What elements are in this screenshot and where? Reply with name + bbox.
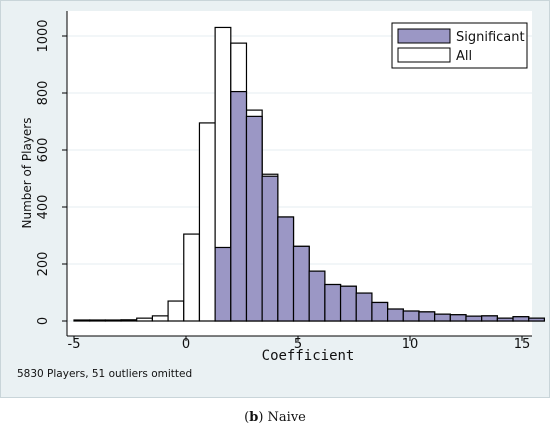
x-tick-label: 15 [514,337,531,352]
histogram-chart: 0 200 400 600 800 1000 -5 0 5 10 15 Coefficient N… [20,11,545,364]
figure-caption: (b) Naive [244,410,306,425]
bar-significant [465,315,483,322]
y-tick-label: 200 [36,252,51,277]
x-tick-label: 0 [182,337,190,352]
y-tick-label: 1000 [36,19,51,52]
bar-significant [355,292,373,322]
bar-significant [434,313,451,322]
bar-significant [528,317,545,322]
x-tick-label: 5 [294,337,302,352]
bar-significant [339,285,357,322]
chart-note: 5830 Players, 51 outliers omitted [17,368,193,380]
bar-significant [371,301,389,322]
bars-significant-series [214,90,545,322]
x-tick-label: 10 [402,337,419,352]
y-tick-label: 800 [36,81,51,106]
x-tick-label: -5 [68,337,81,352]
x-axis-title: Coefficient [262,348,355,364]
bar-all [136,317,154,322]
bar-all [167,300,185,322]
x-axis-ticks: -5 0 5 10 15 [68,336,531,352]
bar-significant [277,216,295,322]
bar-all [198,122,216,322]
y-axis-ticks: 0 200 400 600 800 1000 [36,19,67,325]
bar-significant [402,310,420,322]
bar-significant [308,270,326,322]
bar-significant [481,315,498,322]
bar-all [73,319,91,322]
bar-significant [230,90,248,322]
legend: Significant All [391,22,528,69]
bar-significant [292,245,310,322]
bar-significant [496,317,514,322]
bar-significant [245,115,263,322]
legend-label-all: All [456,49,472,64]
legend-label-significant: Significant [456,30,525,45]
bar-significant [261,175,279,322]
bar-significant [512,316,530,322]
bar-significant [387,308,404,322]
bar-significant [214,246,232,322]
bar-all [104,319,122,322]
caption-label: b [249,410,259,425]
bar-all [183,233,201,322]
bar-all [89,319,106,322]
bar-significant [418,311,436,322]
bar-significant [449,314,467,322]
legend-swatch-all [397,47,451,63]
caption-text: Naive [267,410,306,425]
bar-significant [324,283,342,322]
y-tick-label: 400 [36,195,51,220]
bar-all [151,315,169,322]
figure-panel: 0 200 400 600 800 1000 -5 0 5 10 15 Coefficient N… [0,0,550,398]
y-axis-title: Number of Players [20,118,34,229]
y-tick-label: 0 [36,317,51,325]
legend-swatch-significant [397,28,451,44]
bar-all [120,319,138,322]
y-tick-label: 600 [36,138,51,163]
